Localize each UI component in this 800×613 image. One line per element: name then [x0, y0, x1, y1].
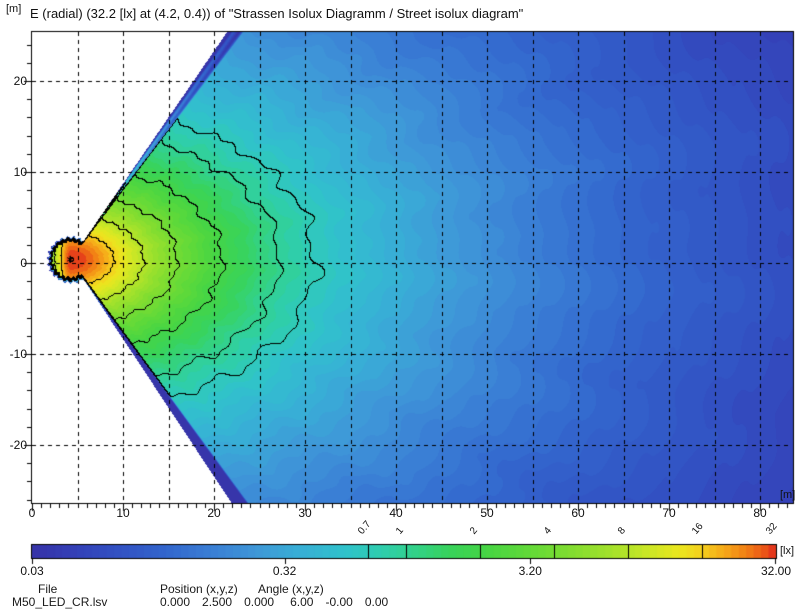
legend-bottom-tick-label: 32.00 [760, 564, 792, 578]
x-tick-label: 80 [753, 506, 767, 520]
position-value: 0.000 [160, 595, 191, 609]
y-tick-label: -20 [9, 438, 27, 452]
legend-bottom-tick-label: 0.32 [272, 564, 297, 578]
position-value: 2.500 [202, 595, 233, 609]
file-value: M50_LED_CR.lsv [12, 595, 108, 609]
position-label: Position (x,y,z) [160, 582, 238, 596]
x-tick-label: 50 [480, 506, 494, 520]
angle-value: -0.00 [325, 595, 353, 609]
angle-value: 6.00 [290, 595, 314, 609]
legend-bottom-tick-label: 0.03 [20, 564, 44, 578]
x-tick-label: 60 [571, 506, 585, 520]
y-tick-label: 0 [20, 256, 27, 270]
x-tick-label: 30 [298, 506, 312, 520]
x-tick-label: 70 [662, 506, 676, 520]
y-tick-label: 10 [13, 165, 27, 179]
angle-label: Angle (x,y,z) [258, 582, 324, 596]
y-axis-unit-label: [m] [6, 3, 22, 15]
chart-title: E (radial) (32.2 [lx] at (4.2, 0.4)) of … [30, 6, 524, 21]
x-tick-label: 0 [28, 506, 36, 520]
y-tick-label: 20 [13, 74, 27, 88]
legend-unit-label: [lx] [780, 545, 795, 557]
file-label: File [38, 582, 58, 596]
y-tick-label: -10 [9, 347, 27, 361]
position-value: 0.000 [244, 595, 275, 609]
legend-bottom-tick-label: 3.20 [518, 564, 542, 578]
x-tick-label: 40 [389, 506, 403, 520]
position-angle-values: 0.000 2.500 0.000 6.00 -0.00 0.00 [160, 596, 388, 608]
x-tick-label: 10 [116, 506, 130, 520]
angle-value: 0.00 [364, 595, 389, 609]
x-tick-label: 20 [207, 506, 221, 520]
x-axis-unit-label: [m] [780, 489, 796, 501]
